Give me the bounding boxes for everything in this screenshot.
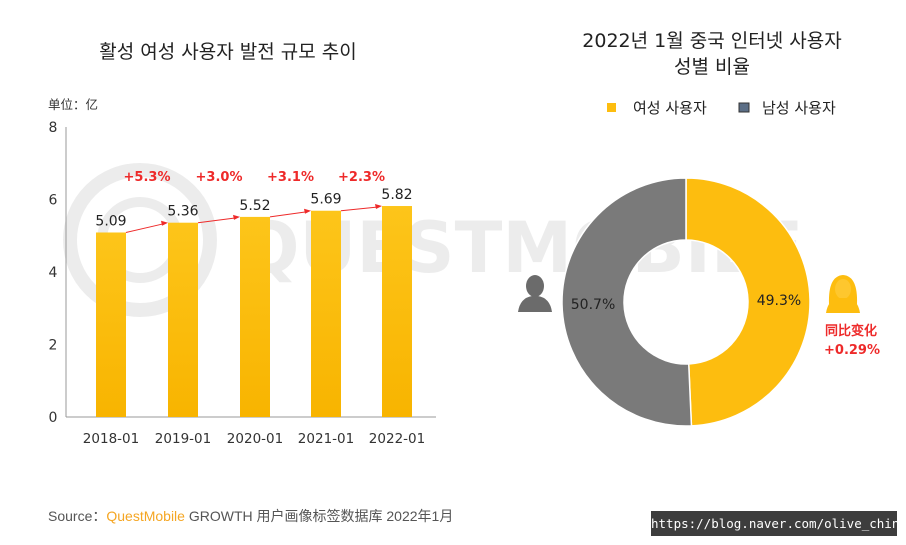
growth-rate-label: +3.0% [196,170,243,185]
unit-label: 单位：亿 [48,97,98,112]
source-suffix: GROWTH 用户画像标签数据库 2022年1月 [184,508,454,524]
bar-value-label: 5.09 [95,213,126,229]
bar-value-label: 5.69 [310,192,341,208]
growth-arrowhead [304,208,311,214]
donut-value-label: 49.3% [757,293,801,309]
growth-rate-label: +2.3% [338,170,385,185]
growth-rate-label: +5.3% [124,170,171,185]
bar-value-label: 5.82 [381,187,412,203]
y-tick-label: 4 [49,265,58,281]
donut-chart-title-line2: 성별 비율 [674,56,750,78]
legend-swatch-male [738,102,750,113]
bar-2018-01 [96,232,126,417]
bar-2019-01 [168,222,198,417]
growth-arrowhead [161,220,168,226]
y-tick-label: 0 [49,410,58,426]
y-tick-label: 6 [49,193,58,209]
male-user-icon [518,275,552,312]
source-prefix: Source： [48,508,107,524]
x-tick-label: 2020-01 [227,431,283,447]
source-brand: QuestMobile [106,508,185,524]
y-tick-label: 2 [49,338,58,354]
bar-chart-title: 활성 여성 사용자 발전 규모 추이 [99,41,356,63]
bar-2022-01 [382,206,412,417]
legend-label-female: 여성 사용자 [633,99,707,117]
bar-value-label: 5.36 [167,204,198,220]
donut-slice-male [561,177,693,427]
bar-2021-01 [311,210,341,417]
growth-arrow-line [125,223,165,233]
growth-arrow-line [340,206,379,212]
donut-slice-female [685,177,811,427]
source-note: Source：QuestMobile GROWTH 用户画像标签数据库 2022… [48,506,453,526]
growth-rate-label: +3.1% [267,170,314,185]
bar-value-label: 5.52 [239,198,270,214]
x-tick-label: 2022-01 [369,431,425,447]
blog-url-badge[interactable]: https://blog.naver.com/olive_china [651,511,906,536]
growth-arrowhead [233,214,240,220]
growth-arrowhead [375,204,382,210]
legend-swatch-female [607,103,616,112]
growth-arrow-line [269,211,308,218]
x-tick-label: 2018-01 [83,431,139,447]
y-tick-label: 8 [49,120,58,136]
bar-2020-01 [240,216,270,417]
donut-chart-title-line1: 2022년 1월 중국 인터넷 사용자 [582,30,841,52]
female-user-icon [826,275,860,313]
donut-value-label: 50.7% [571,297,615,313]
yoy-change-value: +0.29% [824,343,880,358]
x-tick-label: 2021-01 [298,431,354,447]
yoy-change-label: 同比变化 [825,323,877,339]
growth-arrow-line [197,217,237,224]
x-tick-label: 2019-01 [155,431,211,447]
legend: 여성 사용자 남성 사용자 [607,99,836,117]
legend-label-male: 남성 사용자 [762,99,836,117]
